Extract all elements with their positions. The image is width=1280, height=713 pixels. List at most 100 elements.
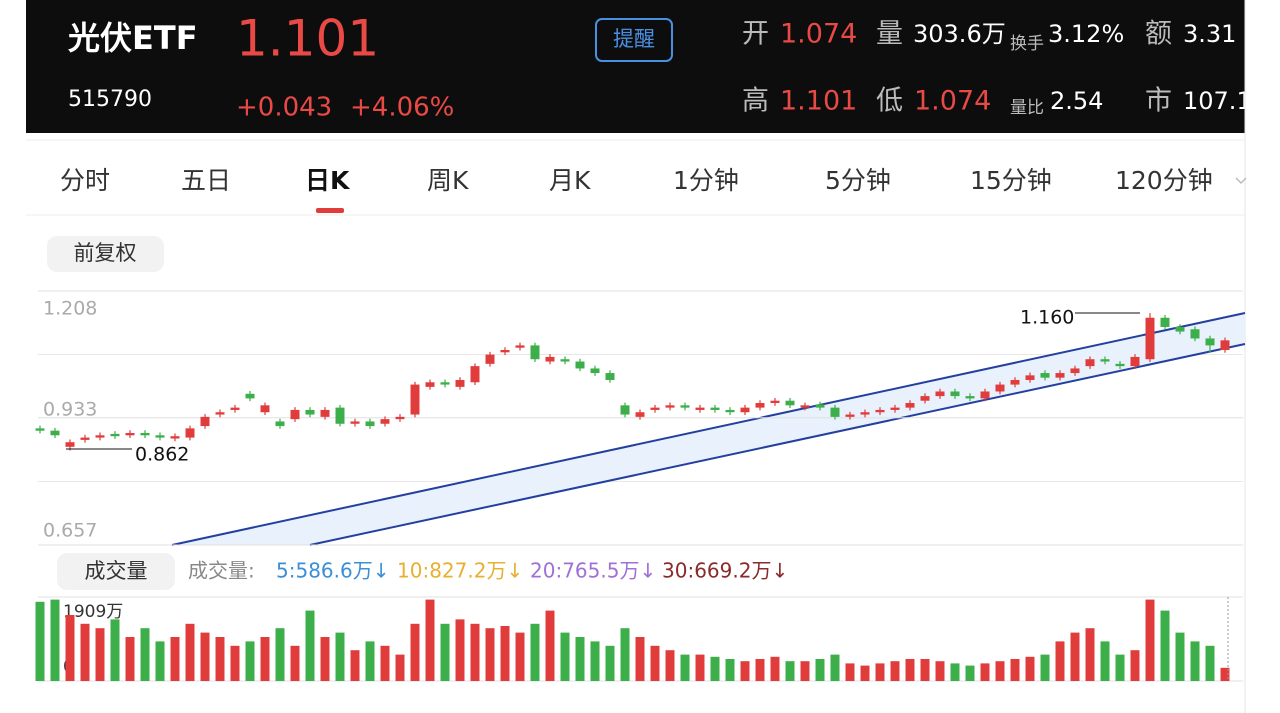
alert-button-label[interactable]: 提醒 xyxy=(613,27,655,51)
candle-body xyxy=(770,400,780,404)
volume-bar xyxy=(1205,645,1215,681)
candle-body xyxy=(425,382,435,387)
volume-button[interactable] xyxy=(57,553,175,590)
volume-bar xyxy=(620,628,630,681)
candle-body xyxy=(1145,317,1155,360)
volume-ma-legend: 10:827.2万↓ xyxy=(397,559,523,583)
adjust-button[interactable] xyxy=(47,236,164,272)
fund-name: 光伏ETF xyxy=(68,19,198,57)
last-price: 1.101 xyxy=(236,10,379,68)
trend-line-upper xyxy=(171,312,1246,546)
volume-bar xyxy=(350,650,360,681)
candle-body xyxy=(1100,359,1110,362)
volume-bar xyxy=(785,661,795,681)
volume-bar xyxy=(815,658,825,681)
volume-bar xyxy=(1115,654,1125,681)
volume-bar xyxy=(440,623,450,681)
tab[interactable]: 日K xyxy=(305,166,351,195)
stat-value: 3.31 xyxy=(1183,20,1236,48)
candle-body xyxy=(845,414,855,417)
candle-body xyxy=(140,432,150,436)
volume-bar xyxy=(575,636,585,681)
tab[interactable]: 月K xyxy=(549,166,591,195)
volume-bar xyxy=(845,663,855,681)
candle-body xyxy=(905,403,915,408)
volume-bar xyxy=(1100,641,1110,681)
volume-bar xyxy=(1160,610,1170,681)
candle-body xyxy=(230,407,240,410)
candle-body xyxy=(935,391,945,397)
fund-code: 515790 xyxy=(68,87,152,112)
candle-body xyxy=(125,432,135,436)
candle-body xyxy=(875,409,885,413)
stat-label: 额 xyxy=(1145,19,1172,50)
candle-body xyxy=(485,354,495,364)
volume-bar xyxy=(320,636,330,681)
volume-bar xyxy=(710,656,720,681)
tab[interactable]: 1分钟 xyxy=(673,166,739,195)
volume-bar xyxy=(605,645,615,681)
volume-bar xyxy=(230,645,240,681)
tab[interactable]: 分时 xyxy=(60,166,110,195)
volume-bar xyxy=(1010,658,1020,681)
candle-body xyxy=(830,407,840,417)
volume-bar xyxy=(380,645,390,681)
candle-body xyxy=(815,404,825,408)
stat-label: 低 xyxy=(876,86,903,117)
volume-bar xyxy=(995,661,1005,681)
tab[interactable]: 120分钟 xyxy=(1115,166,1213,195)
trend-line-lower xyxy=(309,343,1246,546)
candle-body xyxy=(365,421,375,427)
candle-body xyxy=(455,379,465,387)
tab-more-chevron[interactable] xyxy=(1235,177,1247,185)
price-change-pct: +4.06% xyxy=(350,93,454,123)
candle-body xyxy=(665,405,675,408)
stat-value: 107.1 xyxy=(1183,87,1252,115)
volume-bar xyxy=(470,623,480,681)
volume-bar xyxy=(305,610,315,681)
y-tick-label: 0.657 xyxy=(43,520,97,542)
candle-body xyxy=(95,435,105,438)
stat-label: 开 xyxy=(742,19,769,50)
candle-body xyxy=(725,409,735,413)
high-label: 1.160 xyxy=(1020,307,1074,329)
tab[interactable]: 15分钟 xyxy=(970,166,1052,195)
quote-header-bg xyxy=(26,0,1245,133)
y-tick-label: 1.208 xyxy=(43,298,97,320)
y-tick-label: 0.933 xyxy=(43,398,97,420)
volume-bar xyxy=(875,663,885,681)
volume-bar xyxy=(395,654,405,681)
volume-bar xyxy=(830,654,840,681)
volume-bar xyxy=(905,658,915,681)
candle-body xyxy=(1040,373,1050,378)
tab[interactable]: 五日 xyxy=(181,166,231,195)
stat-label: 换手 xyxy=(1010,34,1044,54)
volume-legend-title: 成交量: xyxy=(188,559,255,583)
volume-bar xyxy=(245,641,255,681)
volume-bar xyxy=(695,654,705,681)
candle-body xyxy=(590,368,600,374)
volume-bar xyxy=(170,636,180,681)
tab[interactable]: 周K xyxy=(427,166,469,195)
volume-bar xyxy=(515,632,525,681)
y-tick-label: 1909万 xyxy=(63,602,123,622)
volume-ma-legend: 5:586.6万↓ xyxy=(276,559,389,583)
volume-bar xyxy=(920,658,930,681)
volume-bar xyxy=(185,623,195,681)
volume-bar xyxy=(1145,599,1155,681)
candle-body xyxy=(740,407,750,413)
volume-bar xyxy=(935,661,945,681)
tab[interactable]: 5分钟 xyxy=(825,166,891,195)
adjust-button-label[interactable]: 前复权 xyxy=(74,241,137,265)
volume-bar xyxy=(590,641,600,681)
candle-body xyxy=(575,361,585,369)
candle-body xyxy=(800,405,810,408)
alert-button[interactable] xyxy=(595,18,673,62)
candle-body xyxy=(680,405,690,408)
volume-bar xyxy=(890,661,900,681)
volume-button-label[interactable]: 成交量 xyxy=(85,559,148,583)
stat-value: 1.074 xyxy=(780,19,857,50)
candle-body xyxy=(605,373,615,380)
candle-body xyxy=(695,407,705,410)
